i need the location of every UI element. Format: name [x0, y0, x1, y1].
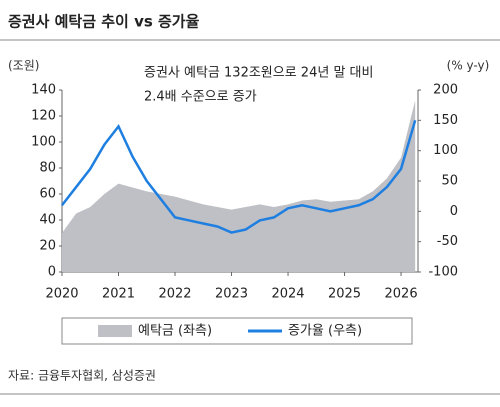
legend-label: 증가율 (우측)	[288, 324, 362, 339]
legend-label: 예탁금 (좌측)	[138, 324, 212, 339]
x-tick-label: 2023	[215, 287, 248, 302]
x-tick-label: 2026	[385, 287, 418, 302]
x-tick-label: 2022	[158, 287, 191, 302]
y2-tick-label: -50	[437, 234, 458, 249]
y2-tick-label: 50	[441, 174, 458, 189]
y-tick-label: 20	[39, 239, 56, 254]
y2-tick-label: 0	[450, 204, 458, 219]
y2-axis-label: (% y-y)	[447, 59, 490, 73]
y2-tick-label: -100	[428, 265, 458, 280]
chart-title: 증권사 예탁금 추이 vs 증가율	[8, 13, 200, 31]
y-axis-label: (조원)	[8, 59, 39, 73]
x-tick-label: 2025	[328, 287, 361, 302]
line	[61, 119, 417, 234]
y2-tick-label: 100	[433, 143, 458, 158]
legend-box	[61, 317, 413, 345]
x-tick-label: 2020	[45, 287, 78, 302]
annotation: 증권사 예탁금 132조원으로 24년 말 대비	[144, 66, 373, 81]
y-tick-label: 100	[31, 135, 56, 150]
y-tick-label: 60	[39, 187, 56, 202]
y2-tick-label: 200	[433, 83, 458, 98]
y-tick-label: 40	[39, 213, 56, 228]
y-tick-label: 140	[31, 83, 56, 98]
y-tick-label: 0	[48, 265, 56, 280]
y2-tick-label: 150	[433, 113, 458, 128]
annotation: 2.4배 수준으로 증가	[144, 90, 257, 105]
source: 자료: 금융투자협회, 삼성증권	[8, 369, 156, 383]
area	[62, 100, 416, 273]
y-tick-label: 120	[31, 109, 56, 124]
x-tick-label: 2021	[102, 287, 135, 302]
y-tick-label: 80	[39, 161, 56, 176]
legend-swatch	[98, 325, 132, 337]
x-tick-label: 2024	[271, 287, 304, 302]
